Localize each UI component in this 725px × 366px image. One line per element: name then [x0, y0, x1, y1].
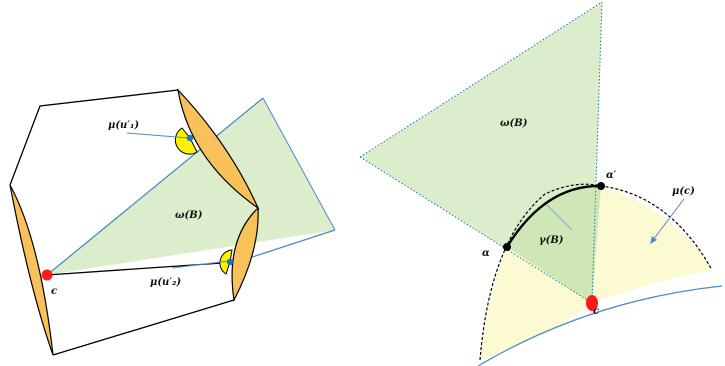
label-mu-c: μ(c) — [672, 186, 695, 197]
label-omega-right: ω(B) — [500, 118, 528, 129]
label-mu-u2: μ(u′₂) — [150, 277, 181, 288]
point-c-right — [586, 295, 598, 311]
pointer-mu-u2 — [171, 260, 230, 269]
point-u2 — [226, 258, 234, 266]
polygon-outline — [9, 89, 179, 186]
label-c-left: c — [51, 286, 57, 297]
pointer-mu-c — [652, 198, 685, 241]
label-c-right: c — [593, 306, 599, 317]
orange-lens-right — [231, 206, 259, 302]
ray-right-edge — [262, 97, 336, 231]
ray-lower-left — [236, 229, 336, 263]
point-alpha-prime — [597, 182, 605, 190]
pointer-mu-u1 — [126, 132, 190, 139]
omega-edge-right-dotted — [591, 1, 603, 304]
mu-u2-disk — [219, 249, 233, 275]
omega-edge-left-dotted — [359, 1, 603, 158]
mu-u1-disk — [174, 127, 198, 155]
lower-yellow-region — [480, 247, 592, 360]
label-alpha: α — [482, 248, 490, 259]
label-omega-left: ω(B) — [175, 210, 203, 221]
omega-edge-lower-dotted — [359, 156, 593, 304]
label-alpha-prime: α′ — [606, 170, 617, 181]
pointer-gamma — [546, 204, 573, 231]
pointer-mu-c-arrowhead — [650, 236, 657, 244]
omega-region-left — [47, 98, 335, 275]
point-alpha — [503, 243, 511, 251]
mu-c-region — [592, 186, 712, 303]
polygon-edge-bottom — [52, 299, 235, 356]
point-c-left — [41, 269, 53, 281]
ray-upper-left — [46, 97, 264, 276]
label-gamma: γ(B) — [539, 235, 564, 246]
overlap-region — [507, 185, 601, 303]
label-mu-u1: μ(u′₁) — [108, 120, 139, 131]
orange-lens-left — [9, 184, 54, 356]
left-panel: μ(u′₁) ω(B) μ(u′₂) c — [9, 88, 336, 356]
point-u1 — [186, 134, 194, 142]
right-panel: ω(B) α′ μ(c) γ(B) α c — [359, 1, 723, 366]
blue-boundary-curve — [477, 285, 723, 366]
dashed-arc-top — [479, 183, 713, 361]
gamma-curve — [505, 184, 602, 248]
